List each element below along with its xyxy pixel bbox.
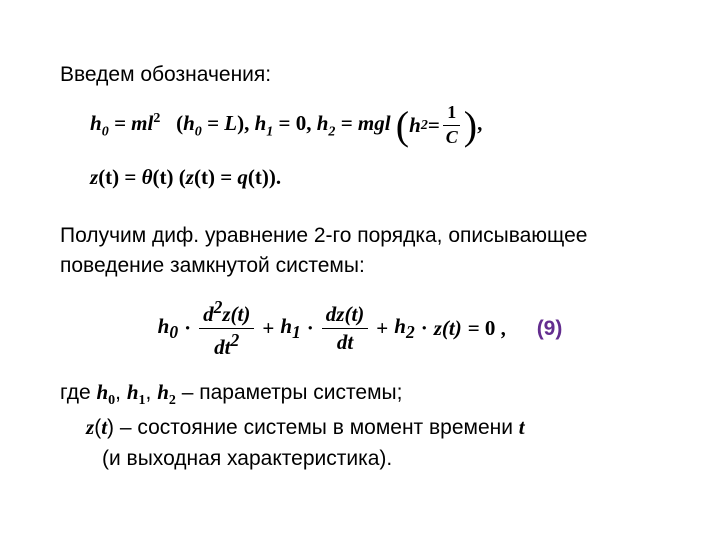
definitions-line2: z(t) = θ(t) (z(t) = q(t)).	[90, 162, 660, 194]
definitions-line1: h0 = ml2 (h0 = L), h1 = 0, h2 = mgl ( h2…	[90, 103, 660, 148]
intro-text: Введем обозначения:	[60, 60, 660, 89]
paragraph2-line2: поведение замкнутой системы:	[60, 251, 660, 280]
where-block: где h0, h1, h2 – параметры системы; z(t)…	[60, 377, 660, 474]
where-line2: z(t) – состояние системы в момент времен…	[60, 412, 660, 444]
where-line3: (и выходная характеристика).	[60, 443, 660, 475]
equation-number: (9)	[537, 317, 563, 341]
main-equation: h0 · d2z(t) dt2 + h1 · dz(t) dt + h2 · z…	[158, 298, 507, 359]
where-line1: где h0, h1, h2 – параметры системы;	[60, 377, 660, 411]
main-equation-row: h0 · d2z(t) dt2 + h1 · dz(t) dt + h2 · z…	[60, 298, 660, 359]
paragraph2-line1: Получим диф. уравнение 2-го порядка, опи…	[60, 221, 660, 250]
